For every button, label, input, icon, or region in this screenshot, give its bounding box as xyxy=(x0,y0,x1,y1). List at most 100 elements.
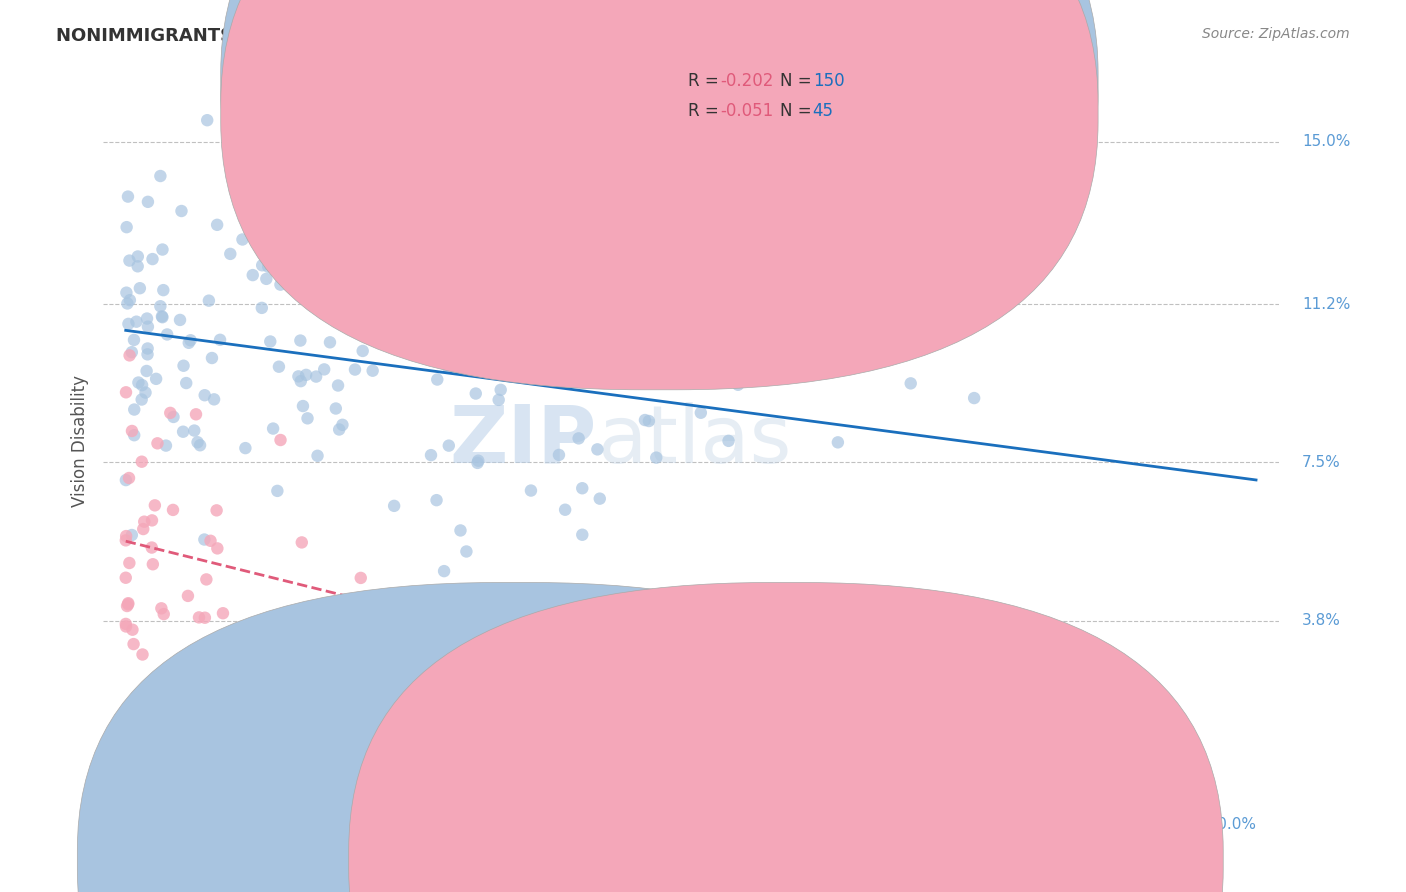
Point xyxy=(267,359,290,374)
Point xyxy=(316,193,339,207)
Point xyxy=(270,433,292,447)
Point xyxy=(437,344,460,359)
Point xyxy=(568,431,591,445)
Point xyxy=(150,310,173,324)
Point xyxy=(292,134,315,148)
Point xyxy=(366,175,388,189)
Point xyxy=(382,308,405,322)
Text: -0.051: -0.051 xyxy=(720,103,773,120)
Point xyxy=(368,335,391,350)
Point xyxy=(465,290,488,304)
Point xyxy=(287,369,309,384)
Point xyxy=(115,619,138,633)
Point xyxy=(571,481,593,495)
Point xyxy=(202,392,225,407)
Point xyxy=(162,503,184,517)
Point xyxy=(131,455,153,469)
Point xyxy=(205,503,228,517)
Point xyxy=(117,597,139,611)
Text: N =: N = xyxy=(780,72,817,90)
Point xyxy=(141,252,163,266)
Point xyxy=(498,143,520,157)
Point xyxy=(136,319,159,334)
Point xyxy=(420,448,443,462)
Text: 11.2%: 11.2% xyxy=(1302,296,1351,311)
Point xyxy=(149,299,172,313)
Text: 100.0%: 100.0% xyxy=(1198,817,1256,832)
Point xyxy=(963,391,986,405)
Point xyxy=(132,522,155,536)
Point xyxy=(269,277,291,292)
Point xyxy=(180,333,202,347)
Point xyxy=(634,413,657,427)
Point xyxy=(437,360,460,375)
Point xyxy=(727,377,749,392)
Point xyxy=(231,232,253,246)
Point xyxy=(242,268,264,282)
Point xyxy=(734,591,756,605)
Point xyxy=(135,364,157,378)
Point xyxy=(489,383,512,397)
Point xyxy=(467,456,489,470)
Text: atlas: atlas xyxy=(598,402,792,480)
Point xyxy=(378,596,401,610)
Text: 15.0%: 15.0% xyxy=(1302,134,1351,149)
Point xyxy=(336,262,359,277)
Point xyxy=(141,513,163,527)
Point xyxy=(307,449,329,463)
Point xyxy=(152,310,174,325)
Point xyxy=(883,345,905,359)
Point xyxy=(193,533,215,547)
Point xyxy=(121,424,143,438)
Point xyxy=(134,515,156,529)
Point xyxy=(114,616,136,631)
Point xyxy=(194,388,217,402)
Point xyxy=(121,528,143,542)
Point xyxy=(235,441,257,455)
Point xyxy=(398,266,420,280)
Point xyxy=(250,258,273,272)
Point xyxy=(188,438,211,452)
Point xyxy=(471,351,494,365)
Point xyxy=(205,218,228,232)
Point xyxy=(122,428,145,442)
Text: 45: 45 xyxy=(813,103,834,120)
Point xyxy=(266,483,288,498)
Point xyxy=(827,435,849,450)
Text: 7.5%: 7.5% xyxy=(1302,455,1341,470)
Point xyxy=(115,385,138,400)
Point xyxy=(183,424,205,438)
Point xyxy=(801,626,824,640)
Point xyxy=(717,434,740,448)
Point xyxy=(118,253,141,268)
Point xyxy=(291,399,314,413)
Point xyxy=(118,471,141,485)
Point xyxy=(548,448,571,462)
Point xyxy=(350,571,373,585)
Point xyxy=(205,641,228,656)
Point xyxy=(127,250,149,264)
Y-axis label: Vision Disability: Vision Disability xyxy=(72,375,89,507)
Point xyxy=(467,453,489,467)
Point xyxy=(586,442,609,457)
Point xyxy=(304,690,326,705)
Point xyxy=(114,571,136,585)
Point xyxy=(152,283,174,297)
Point xyxy=(172,425,194,439)
Point xyxy=(689,358,711,372)
Point xyxy=(122,637,145,651)
Point xyxy=(173,359,195,373)
Point xyxy=(162,409,184,424)
Point xyxy=(131,392,153,407)
Point xyxy=(638,414,661,428)
Point xyxy=(326,378,349,392)
Point xyxy=(195,573,218,587)
Point xyxy=(325,401,347,416)
Point xyxy=(163,671,186,685)
Point xyxy=(136,311,159,326)
Point xyxy=(142,558,165,572)
Point xyxy=(136,347,159,361)
Point xyxy=(352,343,374,358)
Point xyxy=(117,189,139,203)
Point xyxy=(841,346,863,360)
